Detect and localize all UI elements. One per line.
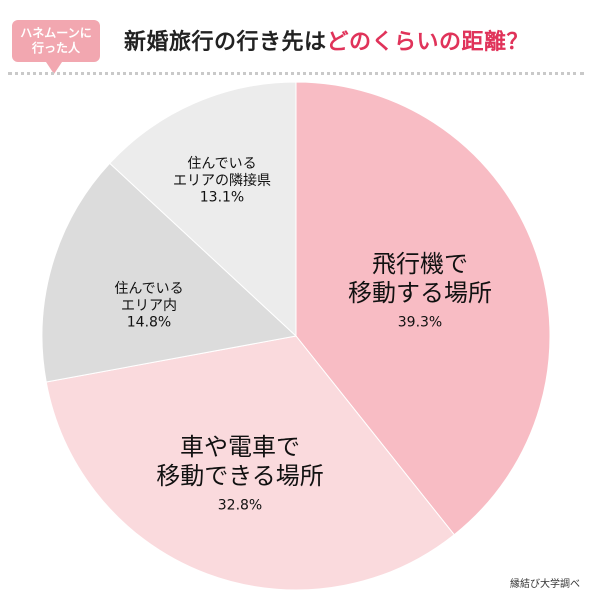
slice-label-3-line-1: 住んでいる — [114, 281, 183, 297]
slice-label-3-line-2: エリア内 — [121, 298, 177, 314]
slice-value-2: 32.8% — [218, 498, 262, 514]
slice-label-4-line-1: 住んでいる — [187, 156, 256, 172]
slice-label-2-line-2: 移動できる場所 — [156, 462, 324, 490]
slice-label-4-line-2: エリアの隣接県 — [173, 172, 271, 189]
source-credit: 縁結び大学調べ — [510, 579, 580, 590]
pie-slice-4 — [109, 81, 297, 338]
slice-label-1-line-1: 飛行機で — [372, 250, 468, 278]
pie-slice-2 — [45, 335, 455, 591]
badge-bubble: ハネムーンに 行った人 — [12, 20, 100, 74]
slice-value-3: 14.8% — [127, 315, 171, 331]
badge: ハネムーンに 行った人 — [12, 20, 100, 74]
badge-line-2: 行った人 — [31, 41, 80, 55]
slice-value-1: 39.3% — [398, 315, 442, 331]
title-divider — [8, 72, 584, 75]
slice-label-1-line-2: 移動する場所 — [348, 279, 492, 307]
slice-label-2-line-1: 車や電車で — [180, 433, 300, 461]
slice-value-4: 13.1% — [200, 190, 244, 206]
badge-line-1: ハネムーンに — [20, 26, 92, 40]
pie-slice-1 — [295, 81, 551, 536]
pie-slice-3 — [41, 162, 298, 383]
title-main: 新婚旅行の行き先は — [124, 30, 327, 55]
title-accent: どのくらいの距離？ — [326, 30, 530, 55]
chart-title: 新婚旅行の行き先はどのくらいの距離？ — [124, 24, 529, 56]
